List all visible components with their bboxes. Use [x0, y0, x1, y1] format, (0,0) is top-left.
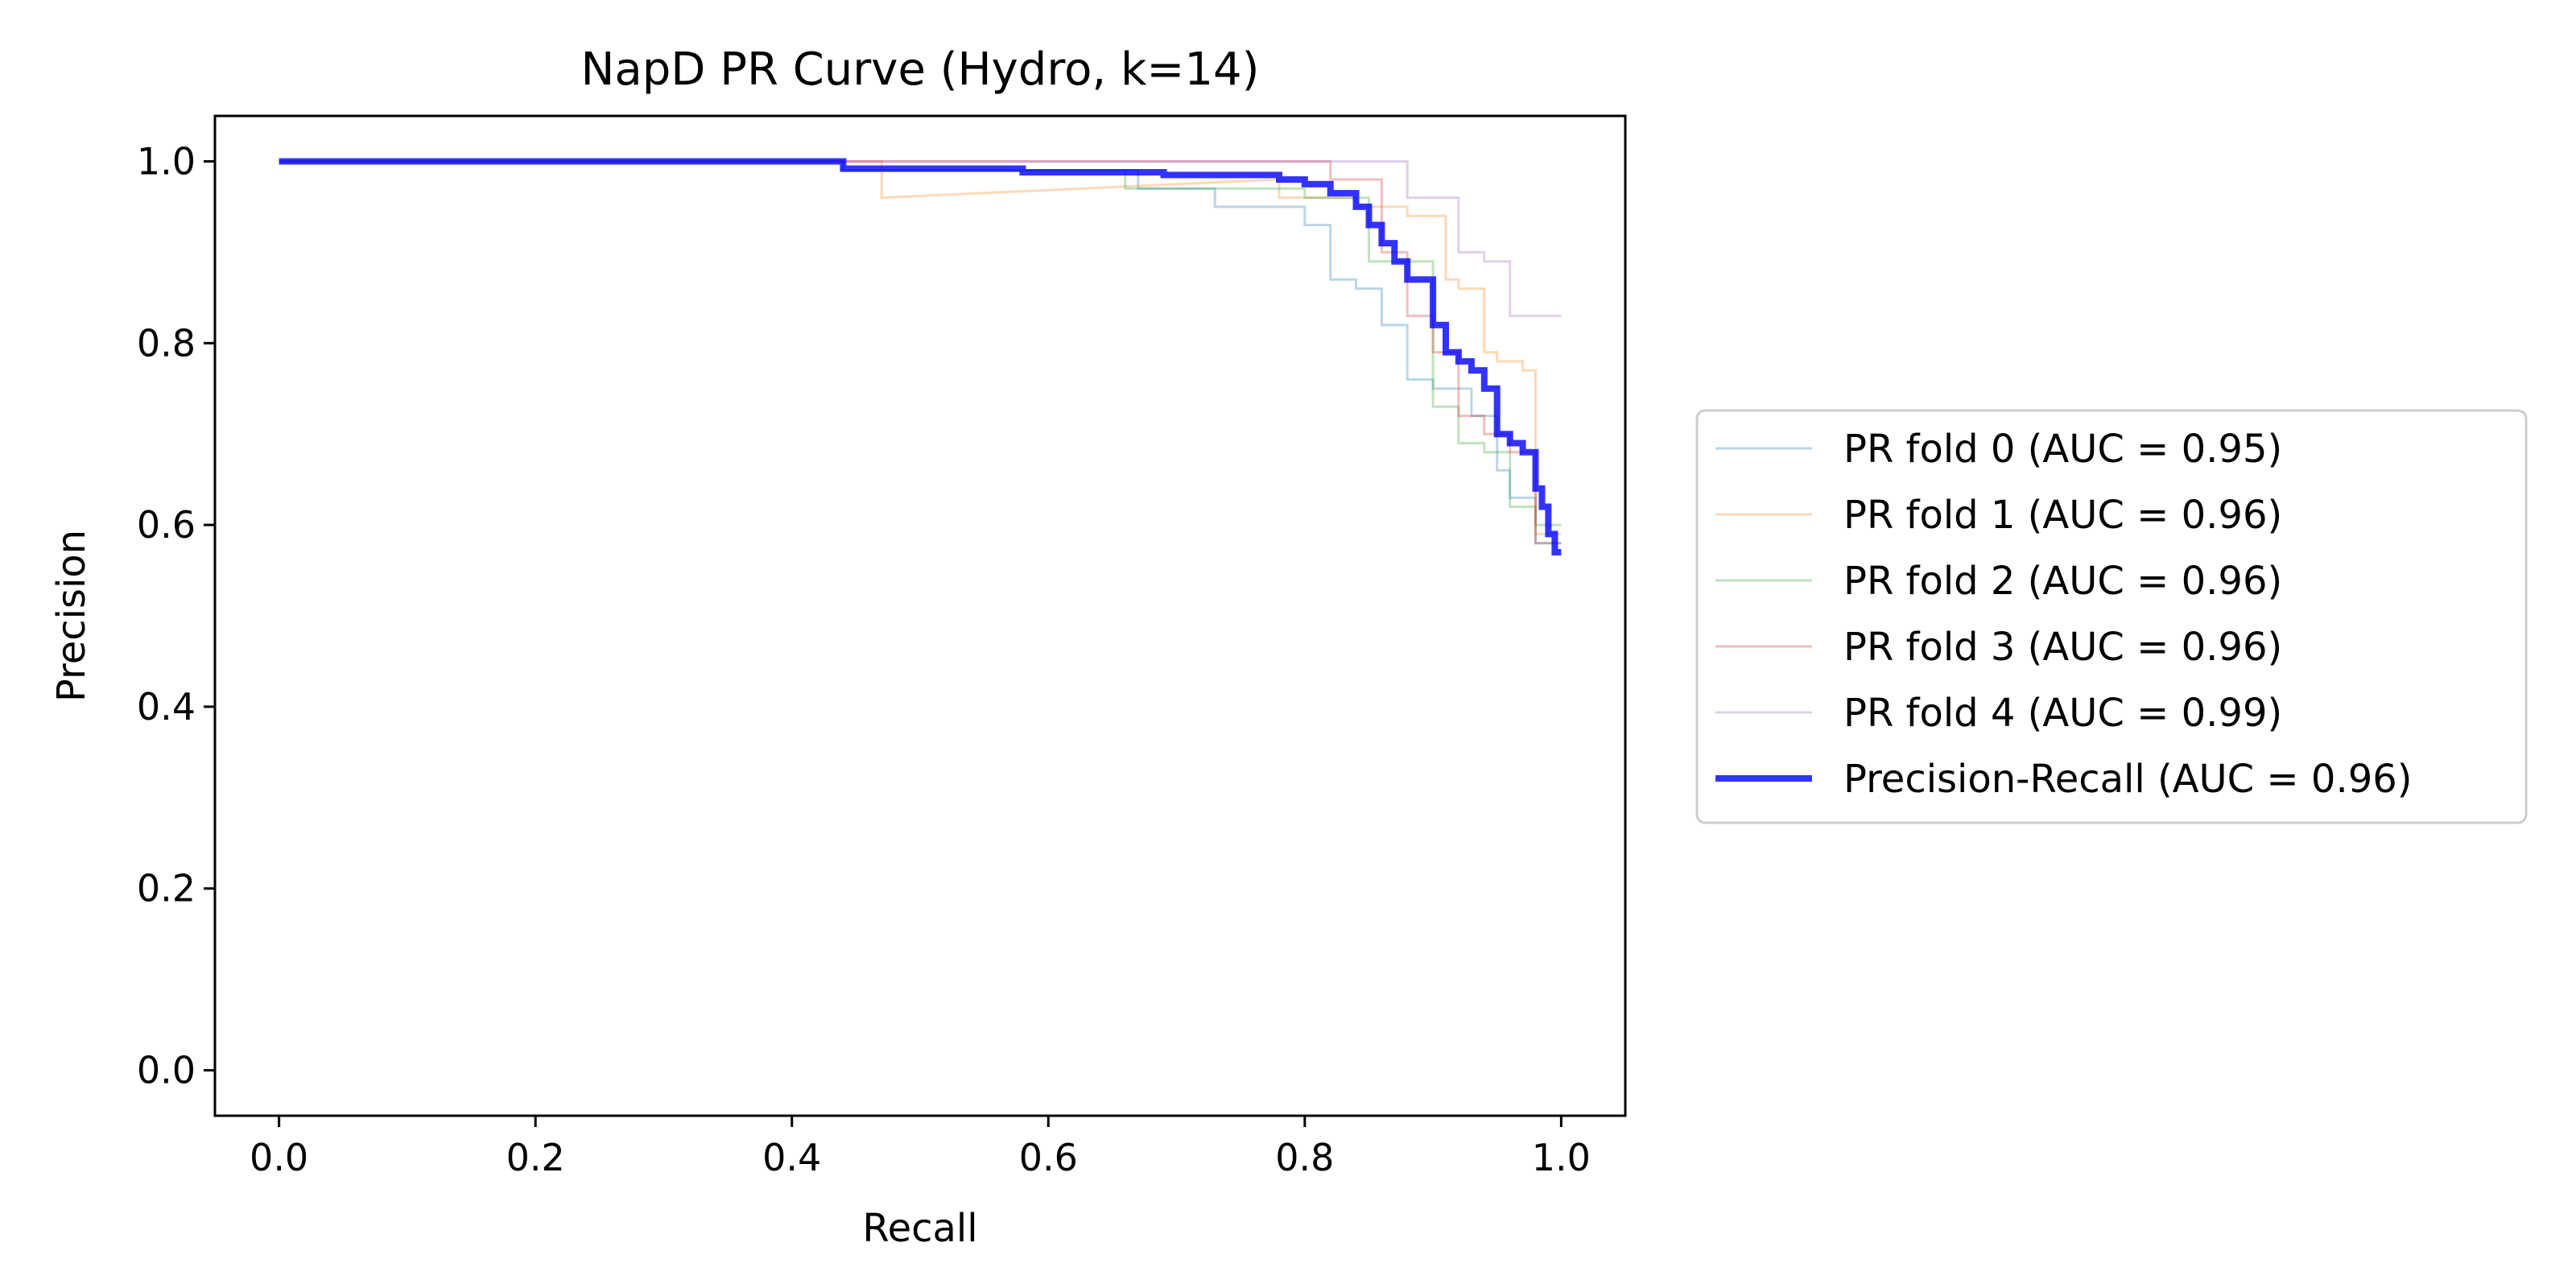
x-tick-label-0: 0.0	[250, 1136, 308, 1179]
y-tick-label-2: 0.4	[137, 685, 196, 729]
legend-label-0: PR fold 0 (AUC = 0.95)	[1843, 427, 2282, 472]
legend-label-5: Precision-Recall (AUC = 0.96)	[1843, 757, 2413, 802]
y-tick-label-1: 0.2	[137, 867, 196, 910]
y-tick-label-5: 1.0	[137, 139, 196, 183]
x-axis-label: Recall	[862, 1206, 977, 1251]
x-tick-label-3: 0.6	[1019, 1136, 1078, 1179]
legend-label-4: PR fold 4 (AUC = 0.99)	[1843, 691, 2282, 736]
y-tick-label-3: 0.6	[137, 503, 196, 547]
series-line-0	[279, 160, 1562, 545]
x-tick-label-5: 1.0	[1532, 1136, 1591, 1179]
y-axis-label: Precision	[49, 530, 94, 702]
legend-label-2: PR fold 2 (AUC = 0.96)	[1843, 559, 2282, 604]
legend-label-1: PR fold 1 (AUC = 0.96)	[1843, 493, 2282, 538]
y-tick-label-4: 0.8	[137, 321, 196, 365]
plot-frame	[213, 114, 1627, 1117]
series-line-5	[279, 158, 1562, 555]
x-axis-ticks: 0.0 0.2 0.4 0.6 0.8 1.0	[250, 1116, 1591, 1179]
chart-title: NapD PR Curve (Hydro, k=14)	[581, 43, 1260, 96]
series-line-4	[279, 160, 1562, 317]
legend-frame	[1695, 409, 2528, 824]
x-tick-label-4: 0.8	[1275, 1136, 1334, 1179]
y-tick-label-0: 0.0	[137, 1049, 196, 1092]
y-axis-ticks: 0.0 0.2 0.4 0.6 0.8 1.0	[137, 139, 215, 1092]
series-layer	[279, 158, 1562, 555]
series-line-3	[279, 160, 1562, 545]
legend: PR fold 0 (AUC = 0.95) PR fold 1 (AUC = 0…	[1695, 409, 2528, 824]
series-line-1	[279, 160, 1562, 535]
x-tick-label-1: 0.2	[506, 1136, 565, 1179]
x-tick-label-2: 0.4	[762, 1136, 821, 1179]
legend-label-3: PR fold 3 (AUC = 0.96)	[1843, 625, 2282, 670]
